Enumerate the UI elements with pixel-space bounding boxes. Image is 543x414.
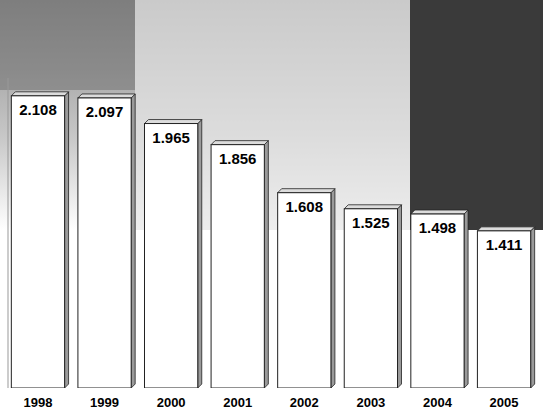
bar bbox=[477, 231, 530, 388]
bar-side bbox=[531, 227, 535, 388]
bar-top bbox=[11, 92, 68, 96]
x-tick: 2003 bbox=[356, 392, 385, 410]
bar bbox=[11, 96, 64, 388]
bar-top bbox=[344, 205, 401, 209]
x-tick-label: 1999 bbox=[90, 395, 119, 410]
data-label: 2.097 bbox=[86, 103, 124, 120]
bar bbox=[278, 193, 331, 388]
data-label: 1.608 bbox=[286, 198, 324, 215]
y-axis-line bbox=[8, 78, 9, 388]
x-tick-label: 2005 bbox=[490, 395, 519, 410]
x-tick: 2002 bbox=[290, 392, 319, 410]
bar-top bbox=[411, 210, 468, 214]
data-label: 1.498 bbox=[419, 219, 457, 236]
x-tick: 2004 bbox=[423, 392, 453, 410]
bar-side bbox=[464, 210, 468, 388]
bar-top bbox=[211, 141, 268, 145]
data-label: 1.965 bbox=[152, 129, 190, 146]
x-tick: 1998 bbox=[24, 392, 53, 410]
bar-side bbox=[331, 189, 335, 388]
bar-side bbox=[198, 120, 202, 388]
bar-side bbox=[65, 92, 69, 388]
bar bbox=[78, 98, 131, 388]
x-axis: 1998 1999 2000 2001 2002 2003 2004 2005 bbox=[9, 392, 535, 410]
background-panel bbox=[410, 0, 543, 230]
bar-side bbox=[131, 94, 135, 388]
bar bbox=[144, 124, 197, 388]
data-labels: 2.108 2.097 1.965 1.856 1.608 1.525 1.498 1.411 bbox=[19, 101, 522, 253]
bar bbox=[344, 209, 397, 388]
x-tick: 2000 bbox=[157, 392, 186, 410]
x-tick: 2001 bbox=[223, 392, 252, 410]
data-label: 1.525 bbox=[352, 214, 390, 231]
bar bbox=[411, 214, 464, 388]
x-tick: 2005 bbox=[490, 392, 519, 410]
x-tick: 1999 bbox=[90, 392, 119, 410]
data-label: 1.856 bbox=[219, 150, 257, 167]
bar-top bbox=[144, 120, 201, 124]
bar-top bbox=[477, 227, 534, 231]
background-panel bbox=[0, 0, 135, 90]
x-tick-label: 2003 bbox=[356, 395, 385, 410]
data-label: 1.411 bbox=[486, 236, 523, 253]
bar-side bbox=[398, 205, 402, 388]
plot-area bbox=[11, 92, 534, 388]
x-tick-label: 1998 bbox=[24, 395, 53, 410]
bar bbox=[211, 145, 264, 388]
x-axis-domain bbox=[9, 392, 535, 393]
chart: 2.108 2.097 1.965 1.856 1.608 1.525 1.498 1.411… bbox=[0, 0, 543, 414]
x-tick-label: 2001 bbox=[223, 395, 252, 410]
x-tick-label: 2002 bbox=[290, 395, 319, 410]
x-tick-label: 2000 bbox=[157, 395, 186, 410]
bar-top bbox=[278, 189, 335, 193]
x-tick-label: 2004 bbox=[423, 395, 453, 410]
data-label: 2.108 bbox=[19, 101, 57, 118]
bar-top bbox=[78, 94, 135, 98]
bar-side bbox=[264, 141, 268, 388]
